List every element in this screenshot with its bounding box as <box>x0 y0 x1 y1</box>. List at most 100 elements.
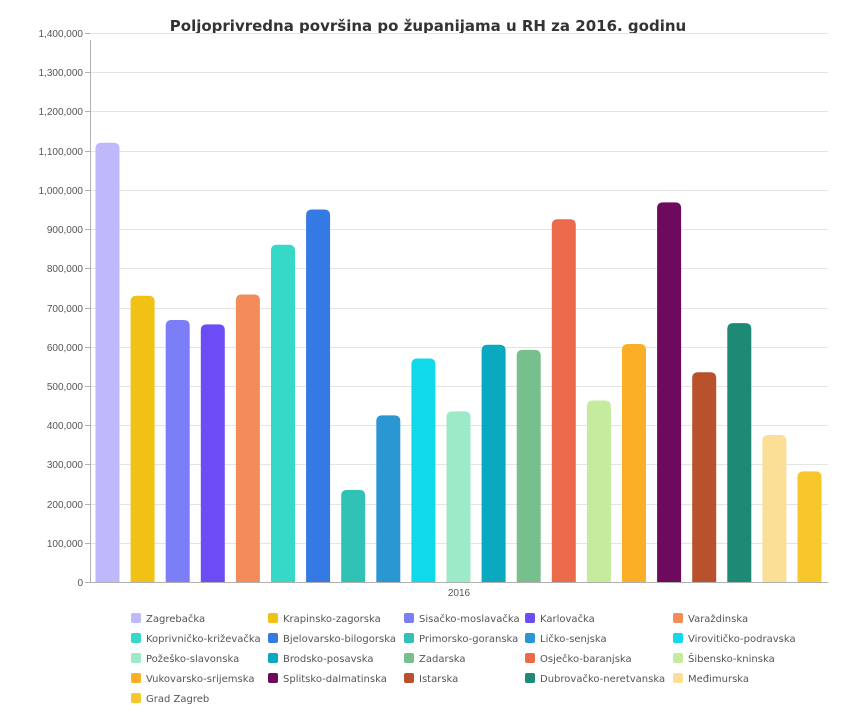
legend-label: Brodsko-posavska <box>283 654 373 665</box>
bar[interactable] <box>235 294 260 582</box>
bar[interactable] <box>95 142 120 583</box>
y-tick-label: 1,100,000 <box>39 147 84 158</box>
legend-swatch <box>673 613 683 623</box>
x-tick-label: 2016 <box>448 588 471 599</box>
legend-swatch <box>268 633 278 643</box>
chart-title: Poljoprivredna površina po županijama u … <box>170 17 686 35</box>
legend-label: Grad Zagreb <box>146 694 209 705</box>
bar[interactable] <box>586 400 611 582</box>
bar[interactable] <box>797 471 822 582</box>
legend-item[interactable]: Zagrebačka <box>131 613 205 625</box>
legend-swatch <box>268 653 278 663</box>
bar[interactable] <box>130 295 155 582</box>
legend-swatch <box>404 673 414 683</box>
y-tick-label: 1,300,000 <box>39 68 84 79</box>
bar[interactable] <box>481 344 506 582</box>
legend-swatch <box>525 633 535 643</box>
legend-item[interactable]: Sisačko-moslavačka <box>404 613 520 625</box>
legend-label: Ličko-senjska <box>540 633 607 645</box>
legend-item[interactable]: Varaždinska <box>673 613 748 625</box>
legend-item[interactable]: Primorsko-goranska <box>404 633 518 645</box>
legend-item[interactable]: Osječko-baranjska <box>525 653 632 665</box>
legend-label: Virovitičko-podravska <box>688 633 796 645</box>
legend-swatch <box>131 633 141 643</box>
y-tick-label: 0 <box>77 578 83 589</box>
legend-item[interactable]: Bjelovarsko-bilogorska <box>268 633 396 645</box>
bars <box>95 142 822 583</box>
legend-label: Sisačko-moslavačka <box>419 613 520 625</box>
y-axis-ticks: 0 100,000 200,000 300,000 400,000 500,000 600,… <box>39 29 90 589</box>
legend-label: Varaždinska <box>688 613 748 625</box>
legend-swatch <box>673 653 683 663</box>
bar[interactable] <box>411 358 436 582</box>
y-tick-label: 800,000 <box>47 264 84 275</box>
legend-label: Koprivničko-križevačka <box>146 633 261 645</box>
legend-item[interactable]: Zadarska <box>404 653 466 665</box>
bar[interactable] <box>551 219 576 582</box>
legend-item[interactable]: Ličko-senjska <box>525 633 607 645</box>
legend-label: Krapinsko-zagorska <box>283 614 381 625</box>
y-tick-label: 900,000 <box>47 225 84 236</box>
legend-swatch <box>131 673 141 683</box>
y-tick-label: 600,000 <box>47 343 84 354</box>
legend-swatch <box>131 613 141 623</box>
legend-label: Bjelovarsko-bilogorska <box>283 634 396 645</box>
legend-item[interactable]: Koprivničko-križevačka <box>131 633 261 645</box>
legend-item[interactable]: Grad Zagreb <box>131 693 209 705</box>
legend-swatch <box>404 653 414 663</box>
bar[interactable] <box>516 349 541 582</box>
legend-item[interactable]: Dubrovačko-neretvanska <box>525 673 665 685</box>
legend-swatch <box>525 653 535 663</box>
legend-label: Vukovarsko-srijemska <box>146 674 255 685</box>
legend-label: Karlovačka <box>540 613 595 625</box>
legend-swatch <box>525 673 535 683</box>
bar[interactable] <box>341 489 366 582</box>
y-tick-label: 1,000,000 <box>39 186 84 197</box>
bar[interactable] <box>200 324 225 582</box>
bar[interactable] <box>446 411 471 582</box>
legend-label: Šibensko-kninska <box>688 652 775 665</box>
y-tick-label: 400,000 <box>47 421 84 432</box>
legend-item[interactable]: Krapinsko-zagorska <box>268 613 381 625</box>
legend-item[interactable]: Splitsko-dalmatinska <box>268 673 387 685</box>
bar[interactable] <box>271 244 295 582</box>
legend-swatch <box>268 673 278 683</box>
legend-label: Dubrovačko-neretvanska <box>540 673 665 685</box>
legend-item[interactable]: Vukovarsko-srijemska <box>131 673 255 685</box>
y-tick-label: 100,000 <box>47 539 84 550</box>
legend-swatch <box>404 613 414 623</box>
legend-label: Osječko-baranjska <box>540 653 632 665</box>
legend-item[interactable]: Virovitičko-podravska <box>673 633 796 645</box>
legend-swatch <box>131 693 141 703</box>
y-tick-label: 1,200,000 <box>39 107 84 118</box>
legend-label: Međimurska <box>688 674 749 685</box>
legend-label: Zagrebačka <box>146 613 205 625</box>
legend: Zagrebačka Krapinsko-zagorska Sisačko-mosl… <box>131 613 796 705</box>
bar[interactable] <box>727 323 752 582</box>
legend-swatch <box>268 613 278 623</box>
bar[interactable] <box>165 320 190 582</box>
y-tick-label: 200,000 <box>47 500 84 511</box>
legend-item[interactable]: Brodsko-posavska <box>268 653 373 665</box>
bar[interactable] <box>692 372 717 582</box>
legend-item[interactable]: Šibensko-kninska <box>673 652 775 665</box>
legend-label: Požeško-slavonska <box>146 653 239 665</box>
legend-item[interactable]: Požeško-slavonska <box>131 653 239 665</box>
y-tick-label: 700,000 <box>47 304 84 315</box>
legend-label: Istarska <box>419 674 458 685</box>
legend-item[interactable]: Karlovačka <box>525 613 595 625</box>
legend-swatch <box>525 613 535 623</box>
legend-item[interactable]: Istarska <box>404 673 458 685</box>
bar[interactable] <box>376 415 401 582</box>
legend-item[interactable]: Međimurska <box>673 673 749 685</box>
y-tick-label: 300,000 <box>47 460 84 471</box>
legend-swatch <box>131 653 141 663</box>
bar[interactable] <box>762 434 787 582</box>
bar[interactable] <box>657 202 682 583</box>
bar[interactable] <box>622 343 646 582</box>
y-tick-label: 1,400,000 <box>39 29 84 40</box>
bar[interactable] <box>306 209 331 582</box>
legend-label: Primorsko-goranska <box>419 634 518 645</box>
y-tick-label: 500,000 <box>47 382 84 393</box>
